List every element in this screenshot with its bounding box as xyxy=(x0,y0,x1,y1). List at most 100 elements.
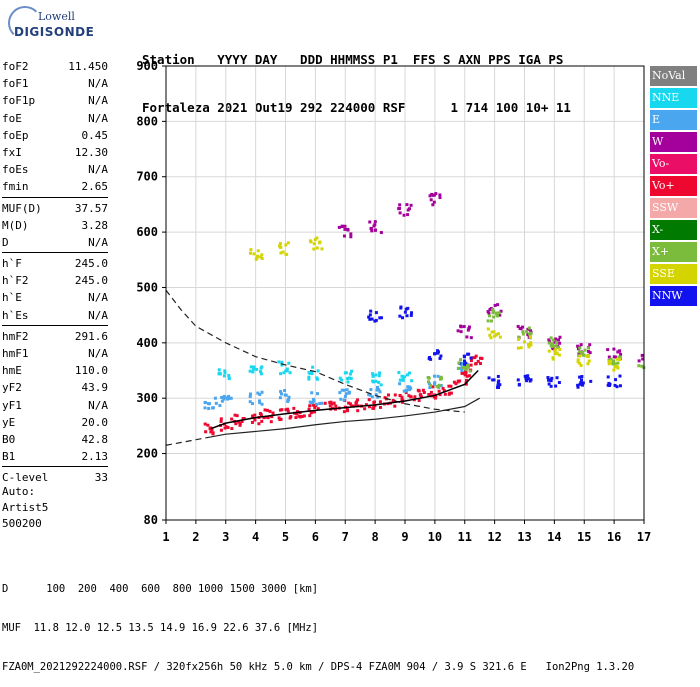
echo-point xyxy=(252,365,256,369)
param-row: MUF(D) 37.57 xyxy=(2,200,108,217)
echo-point xyxy=(417,389,421,393)
echo-point xyxy=(238,422,242,426)
echo-point xyxy=(519,346,523,350)
echo-point xyxy=(433,352,437,356)
echo-point xyxy=(297,414,301,418)
echo-point xyxy=(587,346,591,350)
echo-point xyxy=(525,330,529,334)
echo-point xyxy=(309,411,313,415)
echo-point xyxy=(427,392,431,396)
echo-point xyxy=(398,382,402,386)
echo-point xyxy=(375,388,379,392)
echo-point xyxy=(405,314,409,318)
echo-point xyxy=(300,415,304,419)
echo-point xyxy=(528,332,532,336)
echo-point xyxy=(347,401,351,405)
echo-point xyxy=(241,417,245,421)
echo-point xyxy=(637,364,641,368)
echo-point xyxy=(347,376,351,380)
polarization-legend: NoVal NNE E W Vo- Vo+ SSW X- X+ SSE NNW xyxy=(650,66,697,308)
echo-point xyxy=(402,389,406,393)
x-tick-label: 10 xyxy=(428,530,442,544)
echo-point xyxy=(409,203,413,207)
echo-point xyxy=(463,373,467,377)
echo-point xyxy=(203,406,207,410)
echo-point xyxy=(527,326,531,330)
echo-point xyxy=(516,346,520,350)
echo-point xyxy=(618,358,622,362)
echo-point xyxy=(343,227,347,231)
upper-dashed-curve xyxy=(165,289,465,413)
echo-point xyxy=(256,249,260,253)
echo-point xyxy=(398,394,402,398)
echo-point xyxy=(367,393,371,397)
echo-point xyxy=(612,347,616,351)
echo-point xyxy=(312,399,316,403)
echo-point xyxy=(498,313,502,317)
echo-point xyxy=(258,393,262,397)
echo-point xyxy=(422,390,426,394)
x-tick-label: 13 xyxy=(517,530,531,544)
echo-point xyxy=(551,347,555,351)
echo-point xyxy=(439,384,443,388)
echo-point xyxy=(222,397,226,401)
echo-point xyxy=(211,431,215,435)
echo-point xyxy=(491,308,495,312)
echo-point xyxy=(529,343,533,347)
echo-point xyxy=(310,391,314,395)
echo-point xyxy=(233,413,237,417)
echo-point xyxy=(555,376,559,380)
echo-point xyxy=(461,365,465,369)
param-label: MUF(D) xyxy=(2,201,42,215)
echo-point xyxy=(460,368,464,372)
echo-point xyxy=(220,395,224,399)
legend-item: SSE xyxy=(650,264,697,284)
echo-point xyxy=(405,203,409,207)
echo-point xyxy=(316,407,320,411)
echo-point xyxy=(576,385,580,389)
echo-point xyxy=(497,311,501,315)
echo-point xyxy=(578,354,582,358)
echo-point xyxy=(615,357,619,361)
echo-point xyxy=(521,332,525,336)
echo-point xyxy=(311,397,315,401)
echo-point xyxy=(428,355,432,359)
echo-point xyxy=(460,371,464,375)
x-tick-label: 15 xyxy=(577,530,591,544)
echo-point xyxy=(373,228,377,232)
echo-point xyxy=(226,425,230,429)
echo-point xyxy=(496,332,500,336)
echo-point xyxy=(554,344,558,348)
legend-item: X+ xyxy=(650,242,697,262)
echo-point xyxy=(497,379,501,383)
echo-point xyxy=(442,389,446,393)
echo-point xyxy=(346,380,350,384)
echo-point xyxy=(478,356,482,360)
echo-point xyxy=(547,341,551,345)
echo-point xyxy=(282,371,286,375)
echo-point xyxy=(434,394,438,398)
echo-point xyxy=(257,399,261,403)
auto-line2: Artist5 xyxy=(2,501,49,514)
param-label: hmE xyxy=(2,364,22,378)
param-label: h`E xyxy=(2,291,22,305)
echo-point xyxy=(494,333,498,337)
echo-point xyxy=(428,194,432,198)
echo-point xyxy=(486,327,490,331)
echo-point xyxy=(313,238,317,242)
echo-point xyxy=(529,341,533,345)
echo-point xyxy=(578,346,582,350)
echo-point xyxy=(517,382,521,386)
param-row: B0 42.8 xyxy=(2,431,108,448)
echo-point xyxy=(556,345,560,349)
param-label: foEs xyxy=(2,163,29,177)
param-label: h`Es xyxy=(2,308,29,322)
echo-point xyxy=(393,404,397,408)
echo-point xyxy=(430,192,434,196)
echo-point xyxy=(580,378,584,382)
echo-point xyxy=(462,325,466,329)
echo-point xyxy=(354,403,358,407)
echo-point xyxy=(459,330,463,334)
echo-point xyxy=(376,395,380,399)
echo-point xyxy=(230,427,234,431)
